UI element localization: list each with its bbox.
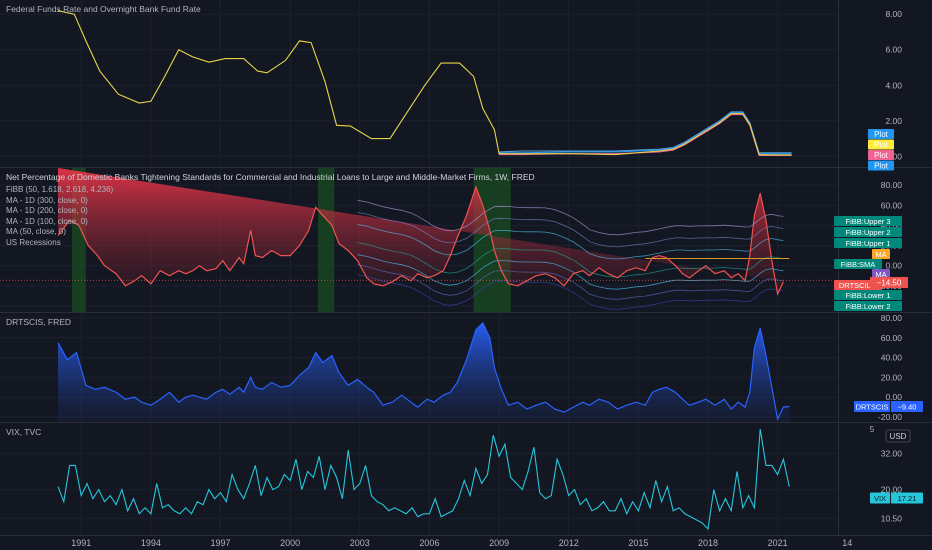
y-tick-label: 80.00 xyxy=(881,313,903,323)
fibb-band-line xyxy=(357,224,784,260)
y-tick-label: 20.00 xyxy=(881,372,903,382)
x-tick-label: 2006 xyxy=(419,538,439,548)
indicator-fibb[interactable]: FiBB (50, 1.618, 2.618, 4.236) xyxy=(6,185,114,194)
indicator-tag-label: FiBB:Lower 1 xyxy=(845,291,890,300)
indicator-tag-label: FiBB:Upper 2 xyxy=(845,228,890,237)
drtscilm-series-line xyxy=(57,185,784,296)
y-tick-label: 10.50 xyxy=(881,513,903,523)
indicator-ma-100[interactable]: MA - 1D (100, close, 0) xyxy=(6,216,88,226)
vix-last-value-box xyxy=(891,492,923,504)
fibb-band-line xyxy=(357,199,784,236)
pane2-title: Net Percentage of Domestic Banks Tighten… xyxy=(6,172,535,182)
y-tick-label: 32.00 xyxy=(881,448,903,458)
vix-tag-label: VIX xyxy=(874,494,886,503)
fedfunds-series-line xyxy=(57,10,792,156)
y-tick-label: 80.00 xyxy=(881,180,903,190)
indicator-ma-300[interactable]: MA - 1D (300, close, 0) xyxy=(6,195,88,205)
drtscis-series-line xyxy=(57,321,790,421)
plot-tag-label: Plot xyxy=(874,141,889,150)
drtscis-tag-label: DRTSCIS xyxy=(856,403,889,412)
indicator-tag-label: FiBB:SMA xyxy=(841,260,876,269)
indicator-tag-label: FiBB:Lower 2 xyxy=(845,302,890,311)
indicator-ma-50[interactable]: MA (50, close, 0) xyxy=(6,227,67,236)
pane4-title: VIX, TVC xyxy=(6,427,42,437)
indicator-tag-bg xyxy=(834,238,902,248)
y-tick-label: 20.00 xyxy=(881,485,903,495)
scale-mark: 5 xyxy=(870,425,875,434)
x-tick-label: 2000 xyxy=(280,538,300,548)
plot-tag-bg xyxy=(868,129,894,139)
vix-series-line xyxy=(57,429,790,531)
y-tick-label: 2.00 xyxy=(885,116,902,126)
vix-last-value-text: 17.21 xyxy=(898,494,917,503)
fedfunds-series-line xyxy=(499,111,792,154)
x-tick-label: 2012 xyxy=(559,538,579,548)
recession-shading xyxy=(318,168,335,312)
y-tick-label: 60.00 xyxy=(881,200,903,210)
indicator-tag-bg xyxy=(834,227,902,237)
drtscis-tag-bg xyxy=(854,401,890,413)
plot-tag-label: Plot xyxy=(874,130,889,139)
x-tick-label: 2015 xyxy=(628,538,648,548)
fibb-band-line xyxy=(357,212,784,248)
plot-tag-bg xyxy=(868,139,894,150)
x-tick-label: 14 xyxy=(842,538,852,548)
drtscis-last-value-text: −9.40 xyxy=(898,403,917,412)
x-tick-label: 2021 xyxy=(768,538,788,548)
plot-tag-bg xyxy=(868,150,894,160)
x-tick-label: 1994 xyxy=(141,538,161,548)
indicator-tag-label: MA xyxy=(875,250,886,259)
plot-tag-label: Plot xyxy=(874,162,889,171)
indicator-tag-bg xyxy=(834,259,882,269)
fibb-band-line xyxy=(357,274,784,310)
pane2-indicators: FiBB (50, 1.618, 2.618, 4.236) MA - 1D (… xyxy=(6,185,113,248)
x-tick-label: 2018 xyxy=(698,538,718,548)
y-tick-label: 0.00 xyxy=(885,392,902,402)
y-tick-label: 0.00 xyxy=(885,261,902,271)
drtscis-last-value-box xyxy=(891,401,923,413)
drtscis-area-fill xyxy=(58,322,790,422)
currency-badge xyxy=(885,429,911,443)
y-tick-label: 40.00 xyxy=(881,353,903,363)
indicator-ma-200[interactable]: MA - 1D (200, close, 0) xyxy=(6,206,88,215)
y-tick-label: 60.00 xyxy=(881,333,903,343)
y-tick-label: -20.00 xyxy=(878,412,902,422)
fibb-band-line xyxy=(357,264,784,300)
indicator-tag-label: DRTSCILM xyxy=(839,281,877,290)
vix-tag-bg xyxy=(870,492,890,504)
drtscilm-area-fill xyxy=(58,168,784,294)
indicator-tag-bg xyxy=(872,269,890,279)
plot-tag-label: Plot xyxy=(874,151,889,160)
x-tick-label: 1997 xyxy=(211,538,231,548)
pane1-title: Federal Funds Rate and Overnight Bank Fu… xyxy=(6,4,201,14)
plot-tag-bg xyxy=(868,160,894,171)
indicator-tag-label: FiBB:Upper 3 xyxy=(845,217,890,226)
indicator-us-recessions[interactable]: US Recessions xyxy=(6,237,61,247)
indicator-tag-bg xyxy=(872,249,890,259)
indicator-tag-label: MA xyxy=(875,270,886,279)
y-tick-label: 6.00 xyxy=(885,45,902,55)
fibb-sma-line xyxy=(357,242,784,278)
x-tick-label: 1991 xyxy=(71,538,91,548)
x-tick-label: 2003 xyxy=(350,538,370,548)
indicator-tag-bg xyxy=(834,301,902,311)
last-value-box xyxy=(870,277,908,288)
indicator-tag-bg xyxy=(834,216,902,226)
pane3-title: DRTSCIS, FRED xyxy=(6,317,72,327)
y-tick-label: 8.00 xyxy=(885,9,902,19)
indicator-tag-bg xyxy=(834,290,902,300)
currency-label: USD xyxy=(890,432,907,441)
y-tick-label: 4.00 xyxy=(885,80,902,90)
last-value-text: −14.50 xyxy=(877,279,902,288)
indicator-tag-label: FiBB:Upper 1 xyxy=(845,239,890,248)
fibb-band-line xyxy=(357,254,784,290)
x-tick-label: 2009 xyxy=(489,538,509,548)
